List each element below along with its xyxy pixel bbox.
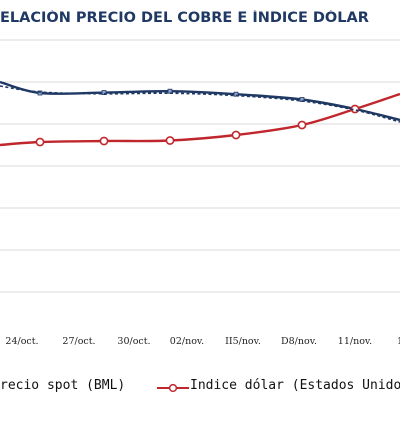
dollar-data-point xyxy=(99,136,109,146)
chart-title: ELACIÓN PRECIO DEL COBRE E ÍNDICE DÓLAR xyxy=(0,10,369,26)
x-tick-label: 02/nov. xyxy=(170,336,204,347)
x-tick-label: 24/oct. xyxy=(5,336,38,347)
x-tick-label: 11/nov. xyxy=(338,336,372,347)
chart-legend: recio spot (BML) Indice dólar (Estados U… xyxy=(0,376,400,400)
gridlines xyxy=(0,39,400,293)
series-line-dollar xyxy=(0,92,400,147)
x-tick-label: 30/oct. xyxy=(117,336,150,347)
legend-swatch-dollar xyxy=(157,383,189,393)
x-tick-label: II5/nov. xyxy=(225,336,261,347)
series-layer xyxy=(0,80,400,147)
dollar-data-point xyxy=(297,120,307,130)
dollar-data-point xyxy=(165,136,175,145)
series-line-copper xyxy=(0,80,400,122)
copper-data-point xyxy=(37,90,43,96)
series-line-copper-trend xyxy=(0,85,400,123)
x-axis-tick-labels: 24/oct. 27/oct. 30/oct. 02/nov. II5/nov. D8/n… xyxy=(5,336,400,347)
dollar-data-point xyxy=(231,130,241,140)
dollar-data-point xyxy=(35,137,45,147)
x-tick-label: D8/nov. xyxy=(281,336,317,347)
x-tick-label: 27/oct. xyxy=(62,336,95,347)
x-tick-label: 1 xyxy=(397,336,400,347)
legend-label-copper: recio spot (BML) xyxy=(0,378,126,393)
legend-label-dollar: Indice dólar (Estados Unido xyxy=(190,378,400,393)
